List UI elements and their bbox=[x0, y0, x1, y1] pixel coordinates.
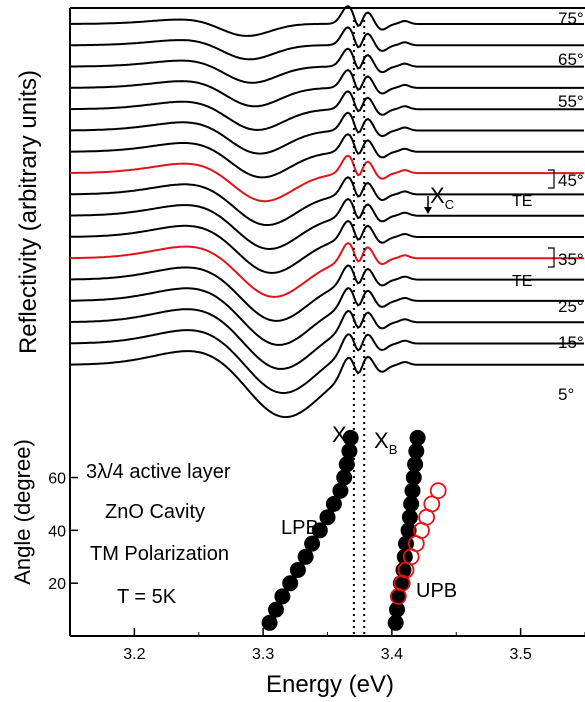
reflectivity-curve bbox=[70, 197, 584, 251]
upb-marker bbox=[401, 509, 418, 526]
angle-label: 25° bbox=[558, 297, 584, 316]
reflectivity-curve bbox=[70, 26, 584, 61]
reflectivity-curve bbox=[70, 264, 584, 322]
lpb-marker bbox=[336, 469, 353, 486]
lpb-marker bbox=[332, 482, 349, 499]
reflectivity-axis-title: Reflectivity (arbitrary units) bbox=[15, 70, 42, 354]
te-label-45: TE bbox=[512, 193, 532, 210]
te-marker bbox=[429, 482, 447, 500]
legend-temperature: T = 5K bbox=[117, 586, 177, 608]
lpb-marker bbox=[282, 575, 299, 592]
lpb-marker bbox=[311, 522, 328, 539]
reflectivity-curve bbox=[70, 350, 584, 419]
reflectivity-curve bbox=[70, 219, 584, 274]
upb-marker bbox=[407, 456, 424, 473]
reflectivity-curves bbox=[69, 4, 584, 419]
legend-polarization: TM Polarization bbox=[90, 543, 229, 565]
axis-ticks: 3.2 3.3 3.4 3.5 20 40 60 bbox=[48, 471, 585, 663]
angle-label: 35° bbox=[558, 250, 584, 269]
upb-marker bbox=[408, 443, 425, 460]
angle-axis-title: Angle (degree) bbox=[10, 439, 35, 585]
legend-active-layer: 3λ/4 active layer bbox=[86, 461, 231, 483]
legend-cavity: ZnO Cavity bbox=[105, 501, 205, 523]
lpb-marker bbox=[261, 614, 278, 631]
x-tick-label: 3.5 bbox=[510, 646, 532, 663]
reflectivity-curve bbox=[70, 4, 584, 37]
lpb-marker bbox=[304, 535, 321, 552]
reflectivity-curve bbox=[69, 154, 584, 203]
reflectivity-curve bbox=[70, 176, 584, 226]
dispersion-markers bbox=[261, 429, 447, 631]
reflectivity-curve bbox=[70, 308, 584, 370]
xc-label: XC bbox=[430, 183, 454, 212]
x-tick-label: 3.3 bbox=[252, 646, 274, 663]
xc-arrow bbox=[424, 196, 432, 214]
reflectivity-curve bbox=[70, 286, 584, 346]
reflectivity-curve bbox=[69, 133, 584, 179]
angle-label: 15° bbox=[558, 333, 584, 352]
upb-marker bbox=[387, 614, 404, 631]
angle-label: 5° bbox=[558, 385, 574, 404]
lpb-marker bbox=[338, 456, 355, 473]
angle-label: 55° bbox=[558, 92, 584, 111]
lpb-label: LPB bbox=[281, 517, 319, 539]
upb-marker bbox=[409, 429, 426, 446]
angle-labels: 75° 65° 55° 45° 35° 25° 15° 5° bbox=[558, 9, 584, 404]
angle-label: 75° bbox=[558, 9, 584, 28]
xb-label: XB bbox=[374, 428, 397, 457]
energy-axis-title: Energy (eV) bbox=[266, 671, 394, 698]
te-label-35: TE bbox=[512, 273, 532, 290]
x-tick-label: 3.4 bbox=[381, 646, 403, 663]
lpb-marker bbox=[274, 588, 291, 605]
x-tick-label: 3.2 bbox=[123, 646, 145, 663]
upb-marker bbox=[405, 469, 422, 486]
reflectivity-curve bbox=[70, 47, 584, 84]
reflectivity-curve bbox=[70, 68, 584, 108]
reflectivity-curve bbox=[70, 329, 584, 394]
exciton-lines bbox=[352, 20, 366, 636]
angle-label: 45° bbox=[558, 171, 584, 190]
upb-marker bbox=[403, 495, 420, 512]
y-tick-label: 20 bbox=[48, 576, 66, 593]
lpb-marker bbox=[268, 601, 284, 618]
te-marker bbox=[423, 495, 441, 513]
lpb-marker bbox=[319, 509, 336, 526]
bracket-45 bbox=[548, 169, 555, 189]
lpb-marker bbox=[289, 562, 306, 578]
y-tick-label: 40 bbox=[48, 523, 66, 540]
angle-label: 65° bbox=[558, 50, 584, 69]
y-tick-label: 60 bbox=[48, 471, 66, 488]
upb-marker bbox=[404, 482, 421, 499]
lpb-marker bbox=[341, 443, 358, 460]
lpb-marker bbox=[325, 495, 342, 512]
lpb-marker bbox=[342, 429, 359, 446]
reflectivity-curve bbox=[70, 111, 584, 155]
reflectivity-curve bbox=[70, 90, 584, 131]
reflectivity-curve bbox=[70, 241, 584, 298]
lpb-marker bbox=[297, 548, 314, 565]
upb-label: UPB bbox=[416, 580, 457, 602]
bracket-35 bbox=[548, 247, 555, 268]
